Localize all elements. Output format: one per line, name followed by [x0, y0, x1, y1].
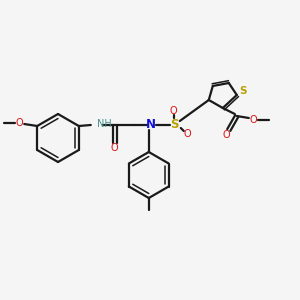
Text: N: N [146, 118, 156, 130]
Text: O: O [15, 118, 23, 128]
Text: S: S [239, 86, 247, 96]
Text: S: S [170, 118, 179, 130]
Text: O: O [250, 115, 258, 125]
Text: O: O [111, 143, 118, 153]
Text: O: O [170, 106, 178, 116]
Text: O: O [223, 130, 231, 140]
Text: NH: NH [97, 119, 112, 129]
Text: O: O [184, 129, 192, 139]
